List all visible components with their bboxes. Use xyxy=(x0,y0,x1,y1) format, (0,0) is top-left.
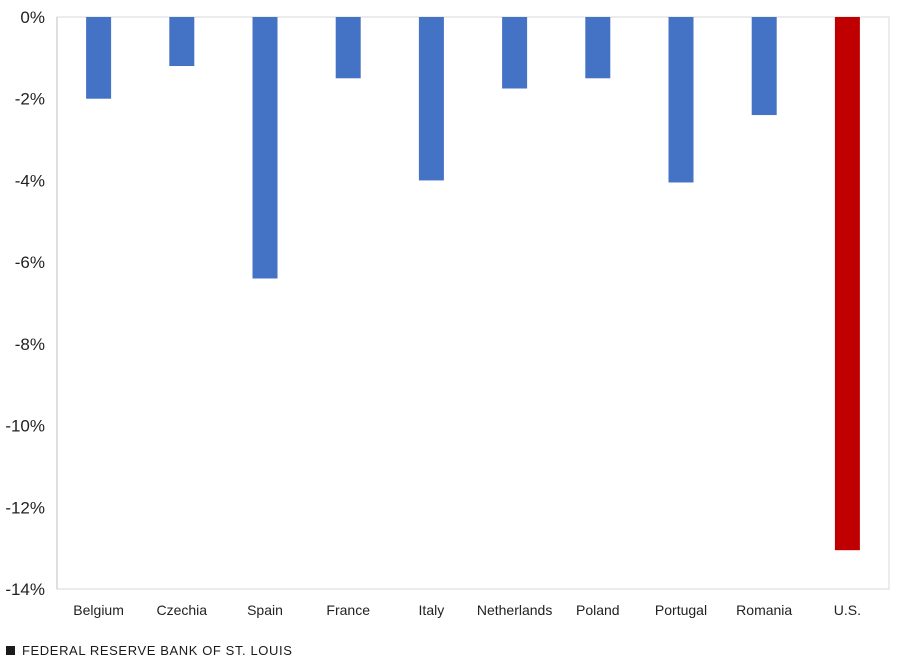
bar-czechia xyxy=(169,17,195,67)
x-tick-label: Czechia xyxy=(157,602,208,618)
bar-belgium xyxy=(86,17,112,99)
bar-france xyxy=(335,17,361,79)
plot-area: 0% -2% -4% -6% -8% -10% -12% -14% Belgium Czechia… xyxy=(5,8,890,618)
bar-portugal xyxy=(668,17,694,183)
x-tick-label: Italy xyxy=(419,602,445,618)
bar-poland xyxy=(585,17,611,79)
y-tick-label: 0% xyxy=(20,8,45,27)
y-tick-label: -14% xyxy=(5,580,45,599)
y-tick-label: -2% xyxy=(15,90,45,109)
bar-netherlands xyxy=(502,17,528,89)
bar-chart: 0% -2% -4% -6% -8% -10% -12% -14% Belgium Czechia… xyxy=(5,8,890,618)
y-tick-label: -8% xyxy=(15,335,45,354)
x-tick-label: U.S. xyxy=(834,602,861,618)
x-tick-label: Romania xyxy=(736,602,792,618)
x-tick-label: Spain xyxy=(247,602,283,618)
square-icon xyxy=(6,645,15,655)
footer: FEDERAL RESERVE BANK OF ST. LOUIS xyxy=(6,641,292,659)
bar-us xyxy=(834,17,860,551)
y-tick-label: -12% xyxy=(5,498,45,517)
x-tick-label: Portugal xyxy=(655,602,707,618)
x-tick-label: Poland xyxy=(576,602,620,618)
bar-romania xyxy=(751,17,777,116)
y-tick-label: -6% xyxy=(15,253,45,272)
x-tick-label: Belgium xyxy=(73,602,124,618)
bar-italy xyxy=(418,17,444,181)
x-tick-label: Netherlands xyxy=(477,602,553,618)
source-label: FEDERAL RESERVE BANK OF ST. LOUIS xyxy=(22,642,293,658)
bar-spain xyxy=(252,17,278,279)
x-tick-label: France xyxy=(326,602,370,618)
y-tick-label: -4% xyxy=(15,171,45,190)
y-tick-label: -10% xyxy=(5,417,45,436)
